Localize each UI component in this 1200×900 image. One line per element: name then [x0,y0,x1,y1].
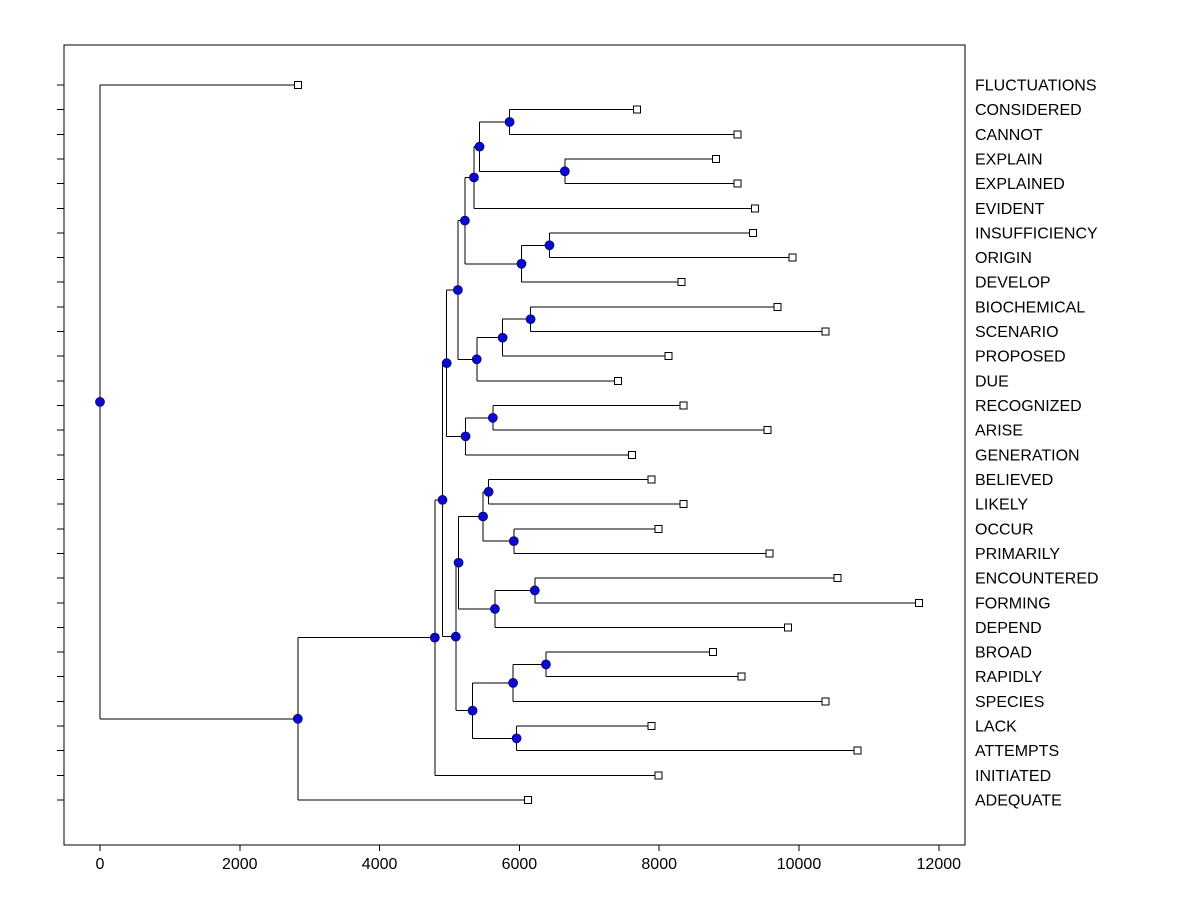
leaf-marker-square [773,302,782,311]
leaf-marker-square [783,623,792,632]
leaf-marker-square [737,672,746,681]
leaf-label: ORIGIN [975,250,1032,267]
leaf-label: INITIATED [975,768,1051,785]
x-tick-label: 6000 [502,856,538,873]
leaf-marker-square [788,253,797,262]
leaf-marker-square [654,771,663,780]
leaf-label: CANNOT [975,127,1043,144]
x-tick-label: 8000 [641,856,677,873]
cluster-node-marker [529,585,540,596]
cluster-node-marker [441,358,452,369]
x-tick-label: 0 [96,856,105,873]
leaf-marker-square [632,105,641,114]
leaf-marker-square [750,204,759,213]
cluster-node-marker [487,412,498,423]
leaf-label: ADEQUATE [975,793,1062,810]
cluster-node-marker [460,431,471,442]
cluster-node-marker [474,141,485,152]
leaf-label: ENCOUNTERED [975,571,1099,588]
leaf-label: FLUCTUATIONS [975,78,1096,95]
cluster-node-marker [453,557,464,568]
cluster-node-marker [508,536,519,546]
leaf-marker-square [679,401,688,410]
cluster-node-marker [469,172,479,183]
cluster-node-marker [429,632,440,643]
cluster-node-marker [559,166,570,177]
leaf-label: SPECIES [975,694,1044,711]
leaf-marker-square [733,179,742,188]
plot-border [63,44,966,846]
leaf-marker-square [677,278,686,287]
cluster-node-marker [511,733,522,744]
leaf-marker-square [679,500,688,509]
leaf-label: INSUFFICIENCY [975,225,1098,242]
leaf-label: LACK [975,719,1017,736]
cluster-node-marker [497,332,508,343]
leaf-marker-square [647,722,656,731]
leaf-label: EVIDENT [975,201,1045,218]
cluster-node-marker [467,705,478,716]
leaf-marker-square [709,648,718,657]
cluster-node-marker [453,285,463,295]
leaf-marker-square [647,475,656,484]
leaf-label: SCENARIO [975,324,1059,341]
cluster-node-marker [490,604,500,614]
leaf-label: PROPOSED [975,349,1066,366]
leaf-label: ARISE [975,423,1023,440]
leaf-label: ATTEMPTS [975,743,1059,760]
leaf-label: BELIEVED [975,472,1053,489]
leaf-marker-square [763,426,772,435]
leaf-marker-square [613,376,622,385]
leaf-label: BIOCHEMICAL [975,299,1085,316]
cluster-node-marker [504,117,515,127]
leaf-label: EXPLAIN [975,151,1043,168]
leaf-marker-square [853,746,862,755]
leaf-marker-square [664,352,673,361]
cluster-node-marker [516,258,527,269]
cluster-node-marker [544,240,555,251]
leaf-label: DEVELOP [975,275,1051,292]
x-tick-label: 4000 [362,856,398,873]
cluster-node-marker [483,486,494,497]
leaf-marker-square [293,81,302,89]
leaf-marker-square [765,549,774,558]
leaf-label: DEPEND [975,620,1042,637]
leaf-label: PRIMARILY [975,546,1060,563]
leaf-marker-square [523,796,532,804]
leaf-label: DUE [975,373,1009,390]
cluster-node-marker [478,511,488,522]
cluster-node-marker [471,354,482,365]
leaf-label: GENERATION [975,447,1080,464]
leaf-marker-square [627,450,636,459]
cluster-node-marker [508,678,518,688]
cluster-node-marker [292,713,303,724]
x-tick-label: 10000 [777,856,822,873]
leaf-label: RECOGNIZED [975,398,1082,415]
cluster-node-marker [525,314,536,325]
cluster-node-marker [95,397,105,407]
leaf-label: LIKELY [975,497,1028,514]
leaf-marker-square [821,327,830,336]
leaf-label: RAPIDLY [975,669,1043,686]
leaf-label: EXPLAINED [975,176,1065,193]
cluster-node-marker [541,659,551,670]
x-tick-label: 12000 [917,856,962,873]
cluster-node-marker [437,495,448,505]
leaf-marker-square [654,524,663,533]
leaf-marker-square [711,154,720,163]
leaf-label: CONSIDERED [975,102,1082,119]
leaf-marker-square [915,598,924,607]
leaf-marker-square [821,697,830,706]
leaf-label: FORMING [975,595,1051,612]
leaf-label: OCCUR [975,521,1034,538]
cluster-node-marker [459,215,470,226]
leaf-marker-square [733,130,742,139]
x-tick-label: 2000 [222,856,258,873]
leaf-marker-square [833,574,842,583]
cluster-node-marker [450,631,461,642]
leaf-marker-square [748,228,757,237]
leaf-label: BROAD [975,645,1032,662]
